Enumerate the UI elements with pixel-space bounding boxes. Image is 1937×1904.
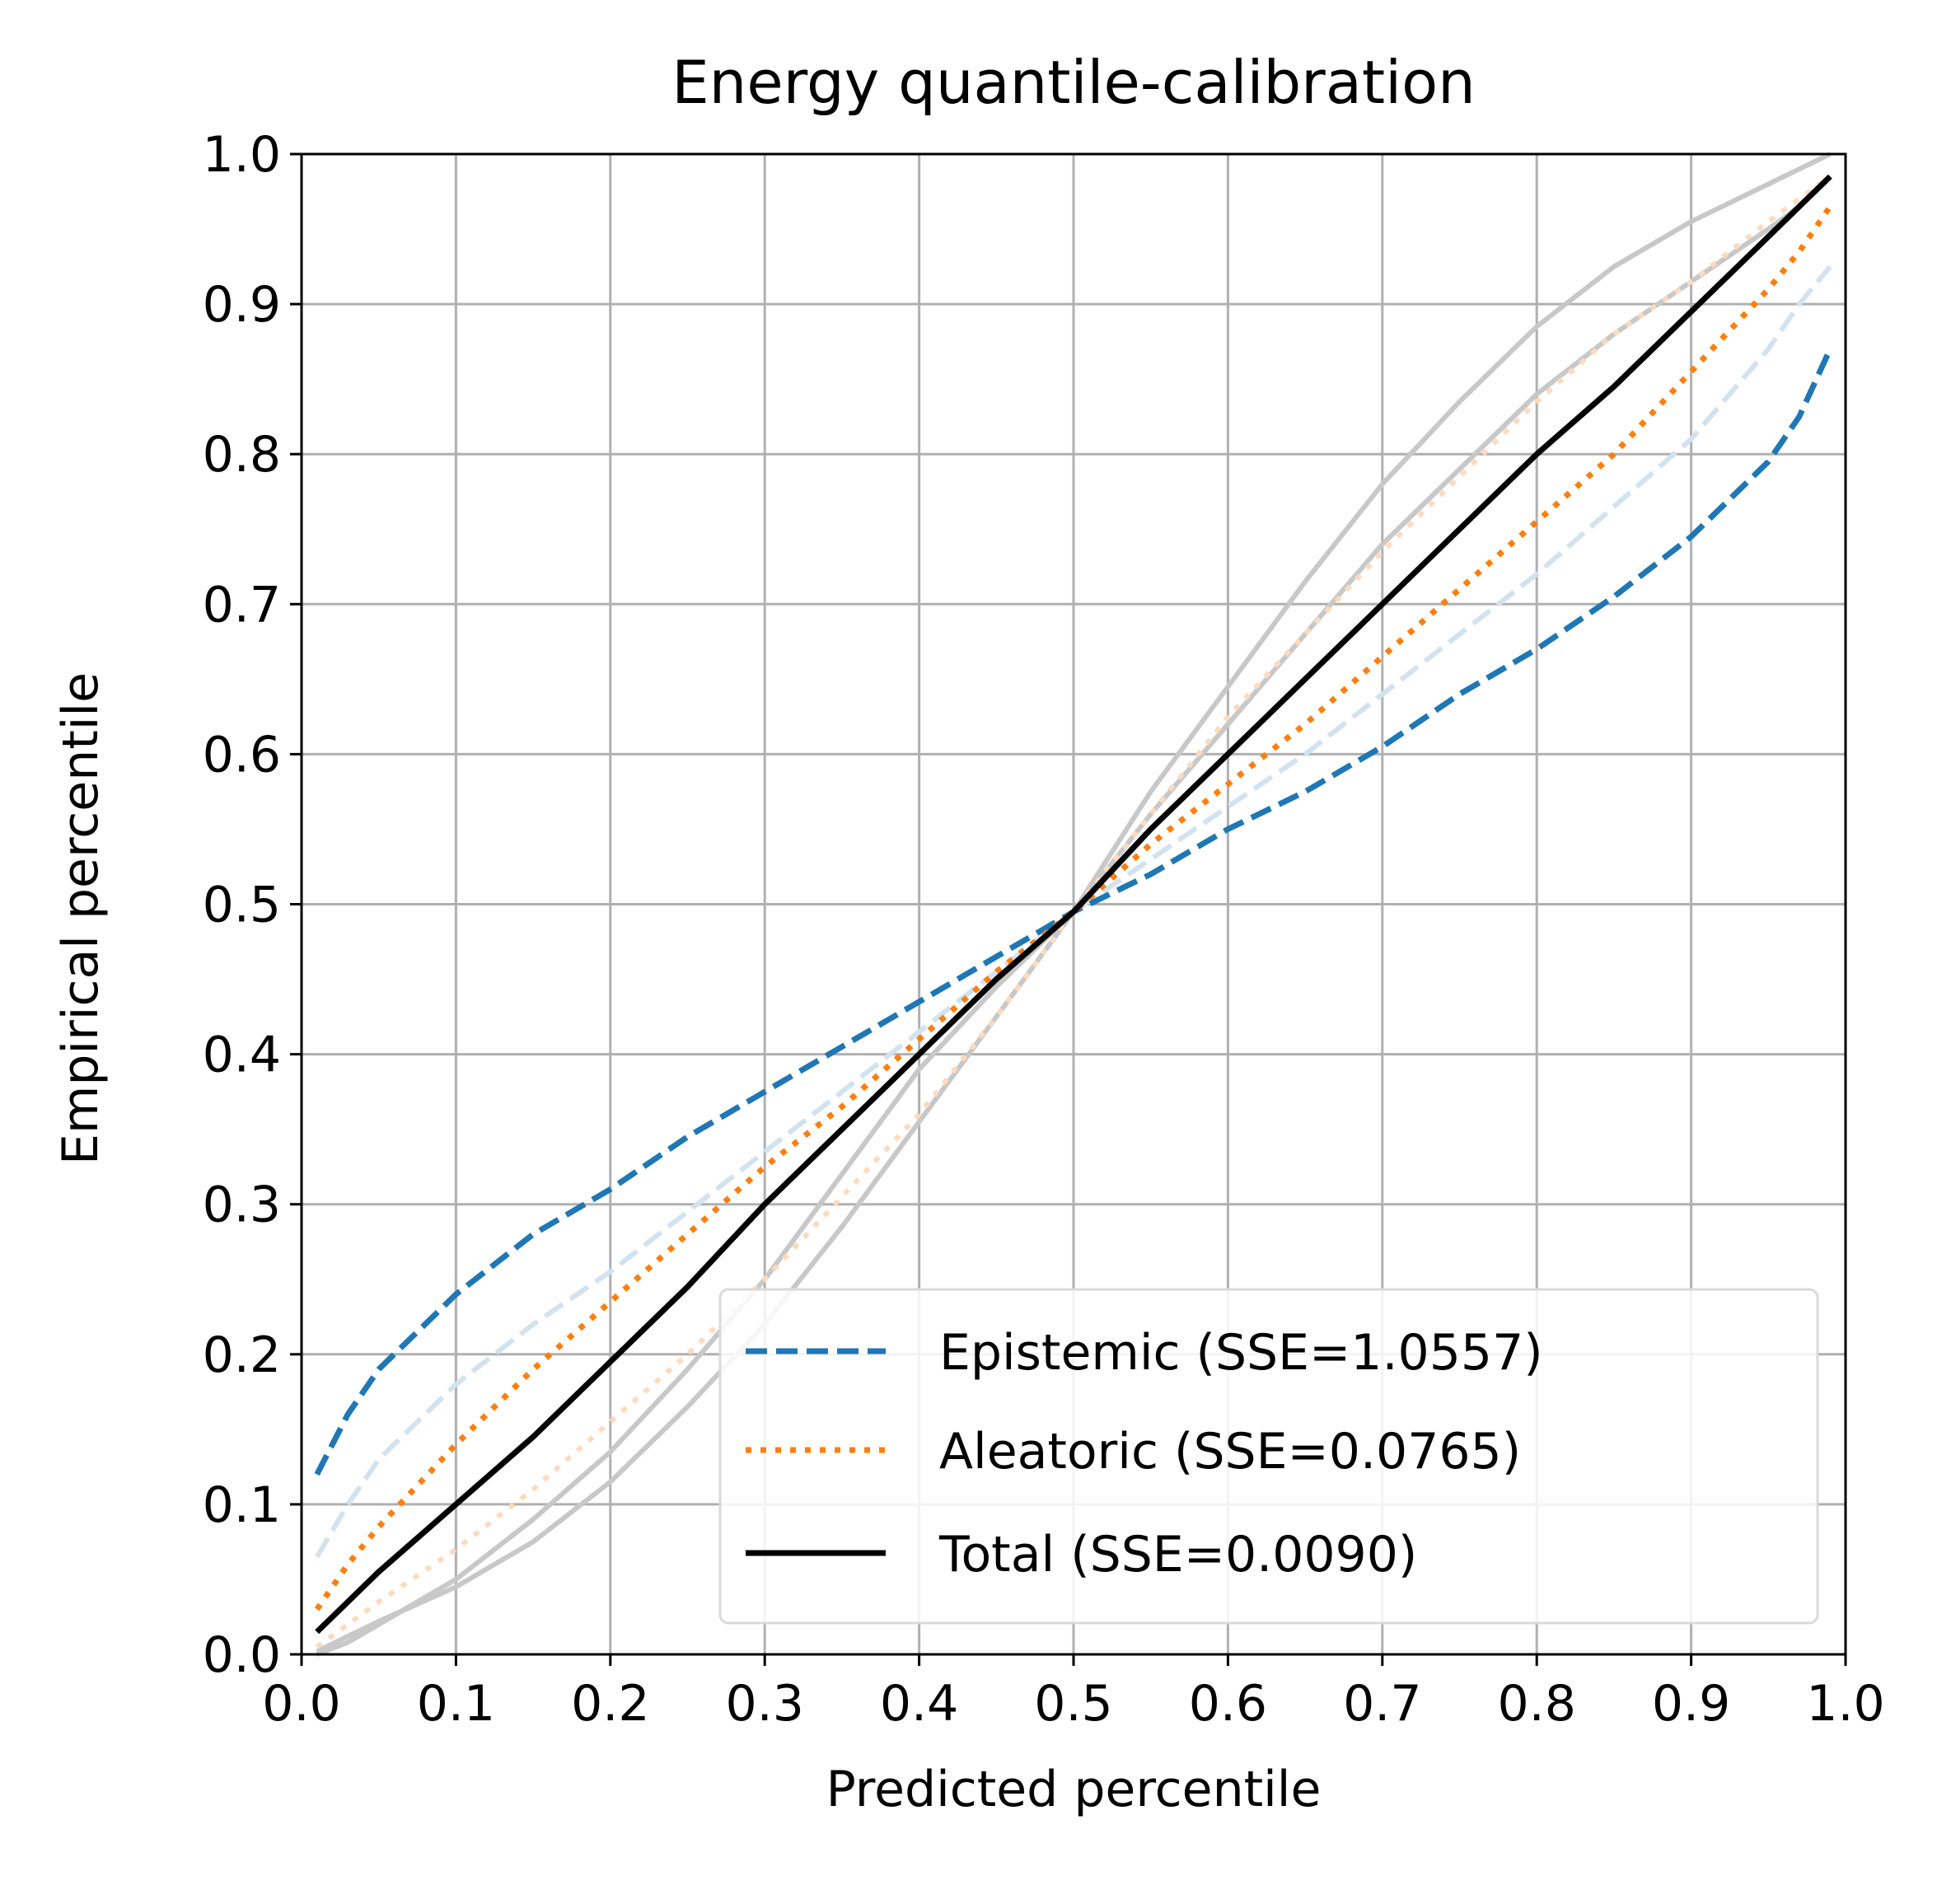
legend: Epistemic (SSE=1.0557) Aleatoric (SSE=0.… bbox=[718, 1288, 1819, 1625]
x-tick-label: 0.8 bbox=[1497, 1675, 1575, 1733]
y-axis-ticks: 0.0 0.1 0.2 0.3 0.4 0.5 0.6 0.7 0.8 0.9 1.0 bbox=[203, 126, 302, 1684]
y-tick-label: 0.8 bbox=[203, 426, 281, 484]
x-tick-label: 0.5 bbox=[1034, 1675, 1112, 1733]
y-tick-label: 0.0 bbox=[203, 1626, 281, 1684]
x-tick-label: 0.3 bbox=[725, 1675, 803, 1733]
x-tick-label: 1.0 bbox=[1806, 1675, 1884, 1733]
series-lines bbox=[314, 174, 1833, 1635]
legend-label-total: Total (SSE=0.0090) bbox=[938, 1526, 1417, 1584]
series-line-total bbox=[315, 174, 1832, 1635]
y-tick-label: 0.9 bbox=[203, 276, 281, 334]
x-tick-label: 0.6 bbox=[1189, 1675, 1267, 1733]
y-tick-label: 0.2 bbox=[203, 1326, 281, 1384]
legend-box bbox=[718, 1288, 1819, 1625]
legend-label-epistemic: Epistemic (SSE=1.0557) bbox=[939, 1324, 1543, 1382]
x-axis-label: Predicted percentile bbox=[826, 1761, 1322, 1818]
x-tick-label: 0.7 bbox=[1343, 1675, 1421, 1733]
x-tick-label: 0.1 bbox=[417, 1675, 495, 1733]
y-axis-label: Empirical percentile bbox=[52, 672, 110, 1165]
x-axis-ticks: 0.0 0.1 0.2 0.3 0.4 0.5 0.6 0.7 0.8 0.9 1.0 bbox=[262, 1654, 1885, 1733]
y-tick-label: 0.6 bbox=[203, 726, 281, 784]
y-tick-label: 0.3 bbox=[203, 1177, 281, 1234]
reference-curve bbox=[315, 264, 1832, 1559]
y-tick-label: 0.1 bbox=[203, 1476, 281, 1534]
legend-label-aleatoric: Aleatoric (SSE=0.0765) bbox=[939, 1423, 1521, 1481]
x-tick-label: 0.0 bbox=[262, 1675, 340, 1733]
x-tick-label: 0.9 bbox=[1652, 1675, 1730, 1733]
y-tick-label: 0.7 bbox=[203, 576, 281, 634]
x-tick-label: 0.4 bbox=[880, 1675, 958, 1733]
y-tick-label: 0.5 bbox=[203, 877, 281, 934]
reference-curve bbox=[315, 174, 1832, 1649]
y-tick-label: 1.0 bbox=[203, 126, 281, 184]
y-tick-label: 0.4 bbox=[203, 1027, 281, 1084]
chart-title: Energy quantile-calibration bbox=[671, 48, 1476, 117]
x-tick-label: 0.2 bbox=[571, 1675, 649, 1733]
